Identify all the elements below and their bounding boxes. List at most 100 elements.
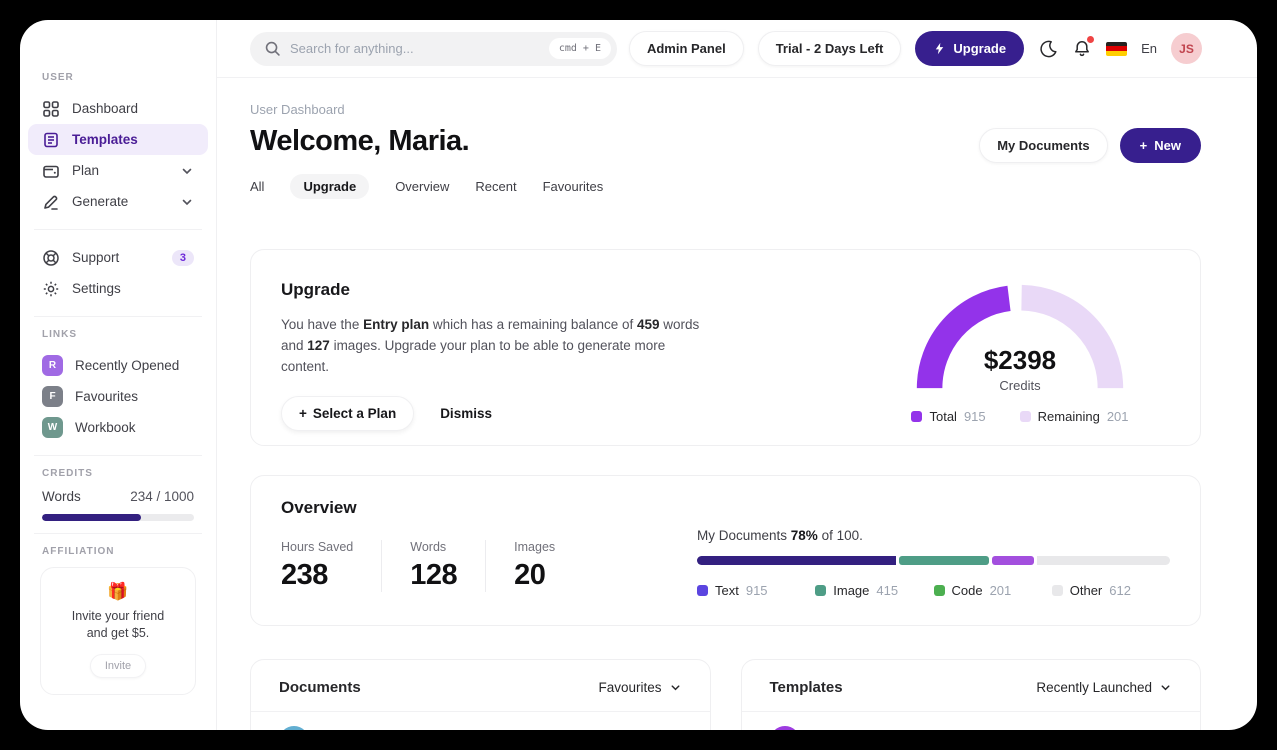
admin-panel-button[interactable]: Admin Panel xyxy=(628,31,744,66)
tab-favourites[interactable]: Favourites xyxy=(542,179,604,194)
sidebar-link-favourites[interactable]: F Favourites xyxy=(28,381,208,412)
legend-item-code: Code 201 xyxy=(933,583,1052,598)
sidebar-item-templates[interactable]: Templates xyxy=(28,124,208,155)
search-shortcut-badge: cmd + E xyxy=(548,38,611,59)
sidebar-link-recently-opened[interactable]: R Recently Opened xyxy=(28,350,208,381)
legend-name: Other xyxy=(1069,583,1103,598)
legend-swatch xyxy=(815,585,827,596)
overview-stats: Hours Saved 238 Words 128 Images 20 xyxy=(281,540,661,592)
legend-item-text: Text 915 xyxy=(697,583,815,598)
upgrade-card-actions: + Select a Plan Dismiss xyxy=(281,395,711,431)
sidebar-item-support[interactable]: Support 3 xyxy=(28,242,208,273)
template-row[interactable]: Blog Post Title in Workbook xyxy=(742,712,1201,730)
select-plan-label: Select a Plan xyxy=(312,405,397,421)
german-flag-icon[interactable] xyxy=(1106,41,1128,56)
plus-icon: + xyxy=(1139,138,1148,153)
stat-value: 20 xyxy=(514,559,546,591)
trial-status-button[interactable]: Trial - 2 Days Left xyxy=(757,31,902,66)
legend-item-image: Image 415 xyxy=(815,583,933,598)
invite-text-line1: Invite your friend xyxy=(71,609,165,623)
invite-button[interactable]: Invite xyxy=(89,653,147,678)
stat-images: Images 20 xyxy=(485,540,583,592)
tab-recent[interactable]: Recent xyxy=(475,179,517,194)
legend-name: Remaining xyxy=(1037,409,1100,424)
gauge-label: Credits xyxy=(999,378,1041,393)
tab-all[interactable]: All xyxy=(250,179,265,194)
user-avatar[interactable]: JS xyxy=(1171,33,1202,64)
sidebar-section-affiliation: AFFILIATION xyxy=(42,546,115,557)
document-avatar xyxy=(279,726,309,730)
credits-gauge-block: $2398 Credits Total 915 Remaining xyxy=(870,280,1170,424)
sidebar-item-label: Generate xyxy=(72,194,129,209)
search-input[interactable] xyxy=(290,41,540,56)
legend-value: 415 xyxy=(876,583,899,598)
tab-overview[interactable]: Overview xyxy=(395,179,450,194)
documents-card-header: Documents Favourites xyxy=(251,660,710,712)
tabs: All Upgrade Overview Recent Favourites xyxy=(250,174,603,199)
search-bar[interactable]: cmd + E xyxy=(250,31,617,66)
templates-card: Templates Recently Launched Blog Post Ti… xyxy=(740,659,1201,730)
documents-stacked-bar xyxy=(697,556,1170,565)
stat-label: Hours Saved xyxy=(281,540,354,554)
main-area: cmd + E Admin Panel Trial - 2 Days Left … xyxy=(217,20,1257,730)
chevron-down-icon xyxy=(669,681,682,694)
tab-upgrade[interactable]: Upgrade xyxy=(290,174,370,199)
pen-icon xyxy=(42,193,60,211)
page-title: Welcome, Maria. xyxy=(250,125,470,157)
documents-filter-dropdown[interactable]: Favourites xyxy=(598,680,681,695)
gauge-center: $2398 Credits xyxy=(910,345,1130,393)
stat-label: Words xyxy=(410,540,447,554)
page-header: User Dashboard Welcome, Maria. All Upgra… xyxy=(250,102,1201,199)
sidebar-item-generate[interactable]: Generate xyxy=(28,186,208,217)
topbar: cmd + E Admin Panel Trial - 2 Days Left … xyxy=(217,20,1257,78)
dismiss-button[interactable]: Dismiss xyxy=(440,405,492,421)
bar-segment-code xyxy=(991,556,1035,565)
credits-row: Words 234 / 1000 xyxy=(28,489,208,504)
stat-value: 238 xyxy=(281,559,328,591)
gift-icon: 🎁 xyxy=(107,582,129,601)
upgrade-button[interactable]: Upgrade xyxy=(915,31,1025,66)
document-row[interactable]: Untitled Document in Workbook xyxy=(251,712,710,730)
chevron-down-icon xyxy=(180,164,194,178)
sidebar-item-label: Templates xyxy=(72,132,138,147)
stat-label: Images xyxy=(514,540,556,554)
sidebar-item-label: Recently Opened xyxy=(75,358,180,373)
templates-filter-dropdown[interactable]: Recently Launched xyxy=(1036,680,1172,695)
templates-card-header: Templates Recently Launched xyxy=(741,660,1200,712)
sidebar-item-label: Dashboard xyxy=(72,101,139,116)
templates-icon xyxy=(42,131,60,149)
overview-card-title: Overview xyxy=(281,498,357,517)
dark-mode-toggle[interactable] xyxy=(1038,39,1058,59)
notifications-button[interactable] xyxy=(1072,35,1095,59)
topbar-right: Admin Panel Trial - 2 Days Left Upgrade xyxy=(628,31,1202,66)
stat-words: Words 128 xyxy=(381,540,485,592)
sidebar-link-workbook[interactable]: W Workbook xyxy=(28,412,208,443)
documents-card-title: Documents xyxy=(279,679,361,696)
sidebar-item-settings[interactable]: Settings xyxy=(28,273,208,304)
legend-name: Text xyxy=(715,583,739,598)
upgrade-card: Upgrade You have the Entry plan which ha… xyxy=(250,249,1201,446)
sidebar-item-dashboard[interactable]: Dashboard xyxy=(28,93,208,124)
new-button[interactable]: + New xyxy=(1119,128,1201,163)
sidebar-divider xyxy=(34,229,202,230)
credits-progress-bar xyxy=(42,514,194,521)
sidebar-item-plan[interactable]: Plan xyxy=(28,155,208,186)
legend-value: 201 xyxy=(989,583,1012,598)
legend-item-total: Total 915 xyxy=(911,409,986,424)
sidebar-item-label: Workbook xyxy=(75,420,136,435)
legend-name: Code xyxy=(951,583,983,598)
stat-hours-saved: Hours Saved 238 xyxy=(281,540,381,592)
select-plan-button[interactable]: + Select a Plan xyxy=(281,395,415,431)
my-documents-button[interactable]: My Documents xyxy=(979,128,1108,163)
invite-text: Invite your friend and get $5. xyxy=(51,608,185,642)
sidebar-divider xyxy=(34,316,202,317)
legend-value: 915 xyxy=(745,583,768,598)
bell-icon xyxy=(1072,39,1092,59)
legend-swatch xyxy=(697,585,708,596)
documents-card: Documents Favourites Untitled Document i… xyxy=(250,659,711,730)
legend-name: Total xyxy=(929,409,957,424)
language-label[interactable]: En xyxy=(1141,41,1157,56)
templates-card-title: Templates xyxy=(769,679,843,696)
bolt-icon xyxy=(933,42,946,55)
legend-swatch xyxy=(1051,585,1063,596)
